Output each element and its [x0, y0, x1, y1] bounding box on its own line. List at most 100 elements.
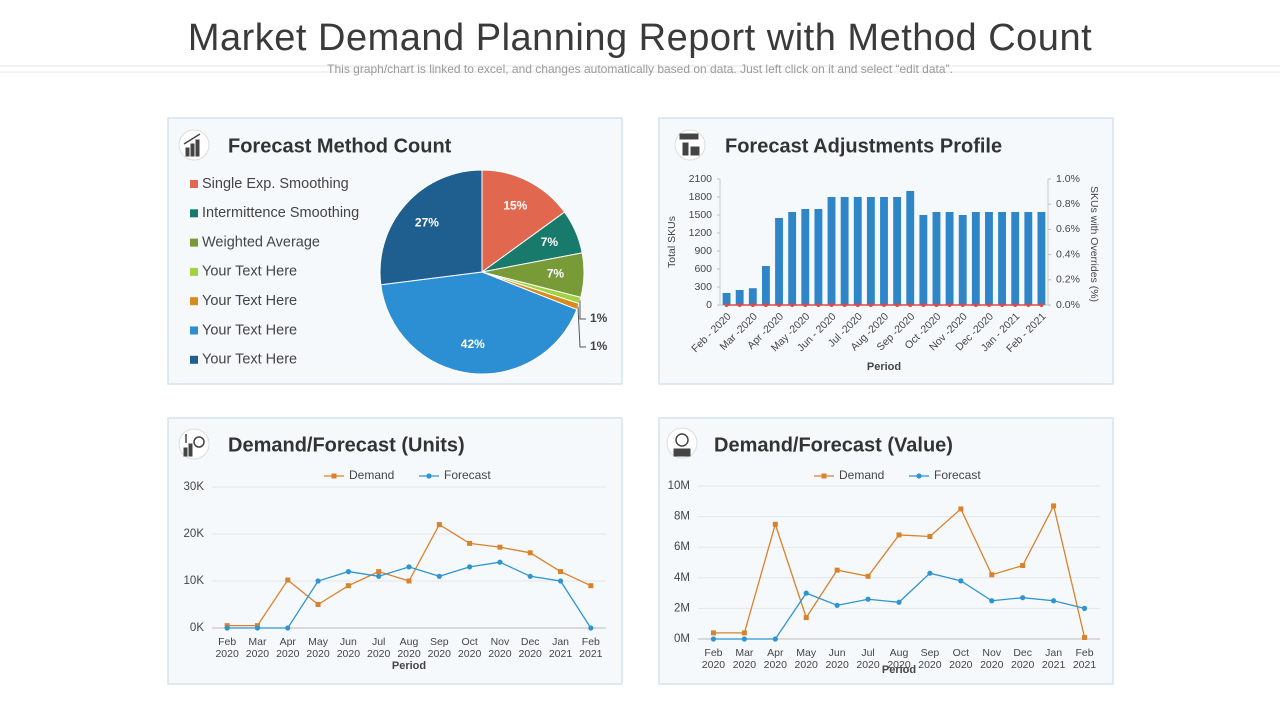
chart-title: Demand/Forecast (Units): [228, 434, 465, 456]
x-tick-label: May 2020: [794, 647, 818, 671]
chart-title: Forecast Method Count: [228, 135, 452, 157]
y2-tick-label: 0.8%: [1056, 198, 1080, 210]
y-tick-label: 4M: [674, 572, 690, 584]
bar: [801, 209, 810, 305]
bar: [919, 215, 928, 305]
x-tick-label: Jan 2021: [1041, 647, 1066, 671]
y-tick-label: 2100: [689, 173, 713, 185]
line-marker: [882, 303, 886, 307]
line-marker: [927, 533, 933, 539]
line-marker: [927, 570, 933, 576]
line-marker: [895, 303, 900, 307]
line-marker: [803, 303, 808, 307]
line-marker: [855, 303, 860, 307]
legend-marker: [190, 297, 198, 306]
line-marker: [868, 303, 873, 307]
legend-label: Your Text Here: [202, 264, 297, 280]
x-tick-label: Jul 2020: [856, 647, 880, 671]
line-marker: [772, 521, 778, 527]
line-marker: [1039, 303, 1044, 307]
line-marker: [908, 303, 913, 307]
line-marker: [973, 303, 978, 307]
x-tick-label: Feb 2020: [215, 636, 239, 660]
x-tick-label: Apr 2020: [276, 636, 300, 660]
line-marker: [345, 569, 351, 575]
line-marker: [376, 569, 382, 575]
line-marker: [254, 625, 261, 631]
line-marker: [741, 630, 747, 636]
bar: [866, 197, 875, 305]
legend-label: Your Text Here: [202, 352, 297, 368]
legend-marker: [190, 180, 198, 188]
x-tick-label: Nov 2020: [488, 636, 512, 660]
line-marker: [834, 602, 840, 608]
y-tick-label: 900: [694, 245, 712, 257]
y-tick-label: 30K: [184, 481, 205, 493]
line-marker: [527, 573, 533, 579]
y2-tick-label: 0.2%: [1056, 274, 1080, 286]
pie-slice: [481, 169, 566, 273]
chart-title: Forecast Adjustments Profile: [725, 135, 1002, 157]
legend-marker: [190, 326, 198, 335]
line-marker: [1020, 563, 1026, 569]
y-tick-label: 1200: [689, 227, 713, 239]
bar: [893, 197, 902, 305]
x-tick-label: Aug 2020: [887, 647, 911, 671]
line-marker: [896, 599, 902, 605]
y2-tick-label: 1.0%: [1056, 173, 1080, 185]
line-marker: [834, 567, 840, 573]
line-marker: [1082, 634, 1088, 640]
line-marker: [406, 578, 412, 584]
line-marker: [467, 564, 473, 570]
legend-marker: [331, 473, 337, 479]
line-marker: [772, 636, 778, 642]
bar: [827, 197, 836, 305]
x-tick-label: Sep 2020: [918, 647, 942, 671]
line-marker: [921, 303, 926, 307]
line-marker: [527, 550, 533, 556]
data-label: 1%: [590, 311, 608, 325]
legend-marker: [916, 473, 922, 479]
page-subtitle: This graph/chart is linked to excel, and…: [327, 62, 953, 76]
x-tick-label: Sep 2020: [427, 636, 451, 660]
line-marker: [741, 636, 747, 642]
legend-label: Forecast: [934, 468, 981, 482]
bar: [761, 266, 770, 305]
y2-tick-label: 0.4%: [1056, 248, 1080, 260]
x-tick-label: Dec 2020: [518, 636, 542, 660]
data-label: 42%: [461, 337, 485, 351]
line-marker: [829, 303, 834, 307]
line-marker: [285, 577, 291, 583]
y-tick-label: 0K: [190, 622, 204, 634]
y-tick-label: 0: [706, 299, 712, 311]
line-marker: [315, 578, 321, 584]
line-marker: [803, 590, 809, 596]
y-axis-label: Total SKUs: [666, 216, 678, 268]
panel: [658, 417, 1114, 685]
y-tick-label: 20K: [184, 528, 205, 540]
line-marker: [557, 578, 564, 584]
bar: [945, 212, 954, 305]
legend-marker: [190, 267, 198, 276]
y-tick-label: 10M: [668, 480, 690, 492]
line-marker: [467, 540, 473, 546]
legend-label: Demand: [839, 468, 884, 482]
bar: [853, 197, 862, 305]
bar: [880, 197, 888, 305]
panel: [167, 417, 623, 685]
bar: [775, 218, 783, 305]
x-tick-label: Aug 2020: [397, 636, 421, 660]
line-marker: [865, 573, 871, 579]
line-marker: [406, 564, 412, 570]
y-tick-label: 2M: [674, 602, 690, 614]
y-tick-label: 8M: [674, 511, 690, 523]
y-tick-label: 600: [694, 263, 712, 275]
line-marker: [816, 303, 821, 307]
bar: [958, 215, 967, 305]
line-marker: [558, 569, 564, 575]
x-tick-label: Jan 2021: [548, 636, 573, 660]
line-marker: [989, 598, 995, 604]
data-label: 7%: [541, 235, 559, 249]
